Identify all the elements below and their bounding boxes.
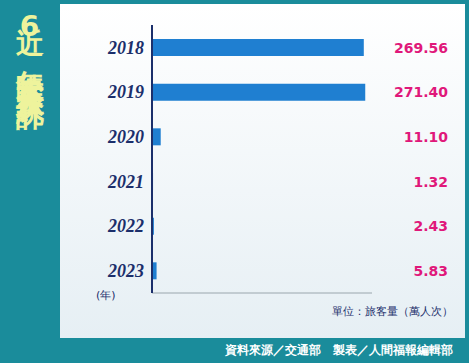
svg-text:2022: 2022 — [107, 216, 144, 236]
svg-text:2021: 2021 — [107, 172, 144, 192]
html-text:近6年陸客來台人次統計: 近6年陸客來台人次統計 — [13, 6, 46, 83]
svg-text:2020: 2020 — [107, 127, 144, 147]
svg-text:1.32: 1.32 — [413, 174, 448, 190]
html-text:單位：旅客量（萬人次）: 單位：旅客量（萬人次） — [332, 305, 453, 318]
svg-text:2019: 2019 — [107, 82, 144, 102]
html-text:(年): (年) — [96, 289, 116, 302]
svg-text:2018: 2018 — [107, 38, 144, 58]
svg-text:2023: 2023 — [107, 261, 144, 281]
svg-text:271.40: 271.40 — [394, 84, 448, 100]
svg-text:5.83: 5.83 — [413, 263, 448, 279]
html-text:資料來源／交通部 製表／人間福報編輯部: 資料來源／交通部 製表／人間福報編輯部 — [225, 343, 453, 357]
svg-text:269.56: 269.56 — [394, 40, 448, 56]
svg-text:11.10: 11.10 — [404, 129, 449, 145]
svg-text:2.43: 2.43 — [413, 218, 448, 234]
